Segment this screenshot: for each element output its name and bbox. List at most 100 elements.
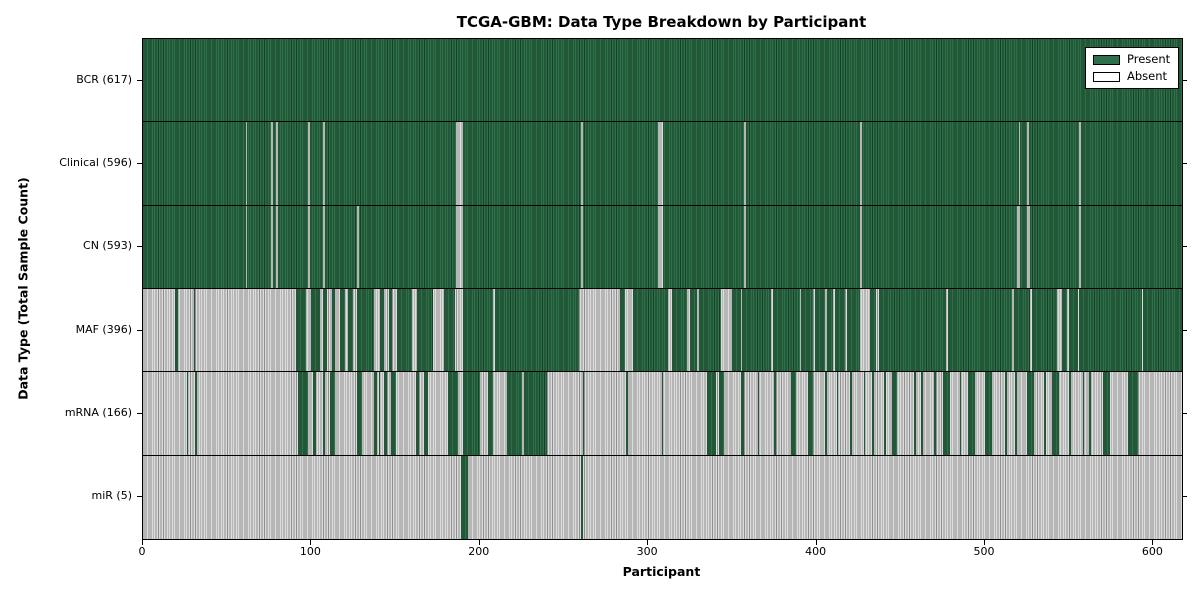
heatmap-cell-segment — [808, 372, 814, 455]
heatmap-cell-segment — [582, 372, 585, 455]
heatmap-cell-segment — [397, 288, 413, 372]
heatmap-cell-segment — [920, 372, 923, 455]
heatmap-cell-segment — [872, 372, 874, 455]
heatmap-cell-segment — [193, 288, 196, 372]
x-tick — [815, 540, 817, 545]
heatmap-cell-segment — [707, 372, 716, 455]
heatmap-cell-segment — [195, 372, 197, 455]
heatmap-cell-segment — [356, 372, 362, 455]
x-tick — [1152, 540, 1154, 545]
heatmap-cell-segment — [984, 372, 992, 455]
heatmap-cell-segment — [356, 288, 374, 372]
heatmap-cell-segment — [757, 372, 760, 455]
heatmap-cell-segment — [1013, 288, 1031, 372]
y-tick-label-BCR: BCR (617) — [76, 72, 132, 86]
heatmap-cell-segment — [323, 288, 327, 372]
heatmap-cell-segment — [772, 288, 800, 372]
heatmap-cell-segment — [1016, 205, 1021, 288]
heatmap-cell-segment — [447, 372, 458, 455]
heatmap-cell-segment — [506, 372, 522, 455]
heatmap-cell-segment — [1079, 288, 1142, 372]
y-axis-label: Data Type (Total Sample Count) — [15, 177, 31, 400]
heatmap-cell-segment — [860, 205, 863, 288]
heatmap-cell-segment — [732, 288, 741, 372]
heatmap-cell-segment — [390, 372, 396, 455]
heatmap-cell-segment — [791, 372, 797, 455]
heatmap-cell-segment — [835, 288, 846, 372]
heatmap-cell-segment — [329, 372, 335, 455]
heatmap-cell-segment — [297, 372, 309, 455]
heatmap-cell-segment — [174, 288, 179, 372]
y-tick-left — [137, 413, 142, 414]
heatmap-cell-segment — [1027, 122, 1029, 205]
heatmap-cell-segment — [444, 288, 455, 372]
heatmap-cell-segment — [1143, 288, 1182, 372]
legend: Present Absent — [1085, 47, 1180, 89]
heatmap-cell-segment — [1052, 372, 1060, 455]
heatmap-cell-segment — [619, 288, 625, 372]
heatmap-cell-segment — [740, 372, 745, 455]
heatmap-cell-segment — [947, 288, 1012, 372]
heatmap-cell-segment — [826, 288, 834, 372]
heatmap-cell-segment — [276, 205, 278, 288]
heatmap-cell-segment — [744, 205, 746, 288]
heatmap-cell-segment — [461, 455, 468, 539]
heatmap-cell-segment — [914, 372, 916, 455]
heatmap-cell-segment — [424, 372, 428, 455]
heatmap-cell-segment — [661, 372, 664, 455]
heatmap-cell-segment — [742, 288, 772, 372]
y-tick-right — [1182, 496, 1187, 498]
heatmap-cell-segment — [270, 122, 273, 205]
heatmap-cell-segment — [836, 372, 839, 455]
heatmap-cell-segment — [580, 455, 583, 539]
heatmap-cell-segment — [1102, 372, 1110, 455]
heatmap-cell-segment — [1043, 372, 1046, 455]
heatmap-cell-segment — [870, 288, 876, 372]
heatmap-cell-segment — [296, 288, 307, 372]
heatmap-cell-segment — [245, 122, 248, 205]
x-tick-label-300: 300 — [636, 545, 658, 558]
heatmap-row-miR — [143, 455, 1182, 539]
heatmap-cell-segment — [580, 122, 583, 205]
heatmap-cell-segment — [959, 372, 962, 455]
heatmap-cell-segment — [417, 288, 433, 372]
y-tick-right — [1182, 246, 1187, 248]
legend-label-present: Present — [1127, 52, 1171, 66]
heatmap-cell-segment — [658, 122, 664, 205]
heatmap-cell-segment — [245, 205, 248, 288]
heatmap-cell-segment — [850, 372, 852, 455]
chart-title: TCGA-GBM: Data Type Breakdown by Partici… — [456, 13, 867, 31]
heatmap-cell-segment — [934, 372, 937, 455]
heatmap-row-Clinical — [143, 122, 1182, 206]
heatmap-cell-segment — [718, 372, 724, 455]
heatmap-cell-segment — [276, 122, 278, 205]
heatmap-cell-segment — [814, 288, 825, 372]
x-tick-label-100: 100 — [299, 545, 321, 558]
heatmap-cell-segment — [1079, 205, 1081, 288]
heatmap-cell-segment — [892, 372, 898, 455]
heatmap-cell-segment — [340, 288, 346, 372]
heatmap-cell-segment — [1027, 372, 1034, 455]
heatmap-cell-segment — [270, 205, 273, 288]
heatmap-cell-segment — [1027, 205, 1031, 288]
x-tick — [142, 540, 143, 545]
heatmap-cell-segment — [313, 372, 317, 455]
heatmap-cell-segment — [415, 372, 420, 455]
heatmap-cell-segment — [1015, 372, 1017, 455]
heatmap-cell-segment — [1069, 288, 1078, 372]
heatmap-row-MAF — [143, 288, 1182, 373]
heatmap-row-BCR — [143, 39, 1182, 123]
heatmap-cell-segment — [323, 372, 325, 455]
absent-swatch-icon — [1093, 71, 1120, 82]
x-tick — [478, 540, 480, 545]
heatmap-cell-segment — [373, 372, 378, 455]
x-tick — [647, 540, 649, 545]
x-tick — [983, 540, 985, 545]
heatmap-cell-segment — [494, 288, 580, 372]
heatmap-cell-segment — [462, 288, 494, 372]
heatmap-cell-segment — [626, 372, 628, 455]
heatmap-cell-segment — [1089, 372, 1092, 455]
y-tick-label-mRNA: mRNA (166) — [64, 406, 132, 419]
heatmap-cell-segment — [348, 288, 354, 372]
heatmap-cell-segment — [308, 122, 310, 205]
